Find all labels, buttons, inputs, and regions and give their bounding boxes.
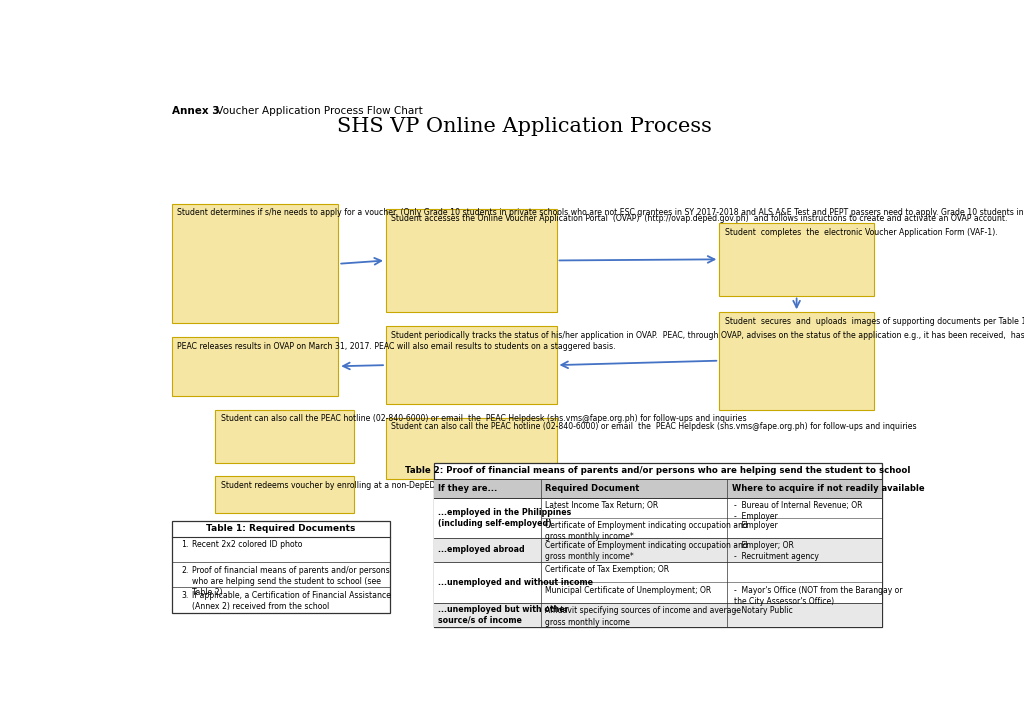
Text: Student can also call the PEAC hotline (02-840-6000) or email  the  PEAC Helpdes: Student can also call the PEAC hotline (…: [391, 422, 918, 432]
Text: Required Document: Required Document: [546, 484, 640, 493]
Text: 3.: 3.: [181, 591, 188, 600]
Text: ...unemployed and without income: ...unemployed and without income: [438, 578, 593, 587]
Text: Student periodically tracks the status of his/her application in OVAP.  PEAC, th: Student periodically tracks the status o…: [391, 330, 1024, 351]
Text: ...unemployed but with other
source/s of income: ...unemployed but with other source/s of…: [438, 605, 568, 625]
Text: Proof of financial means of parents and/or persons
who are helping send the stud: Proof of financial means of parents and/…: [193, 566, 390, 597]
Bar: [433, 479, 882, 497]
Text: Annex 3: Annex 3: [172, 106, 219, 116]
Bar: [719, 223, 873, 296]
Text: -  Mayor's Office (NOT from the Barangay or
the City Assessor's Office): - Mayor's Office (NOT from the Barangay …: [733, 586, 902, 606]
Bar: [386, 209, 557, 312]
Bar: [172, 337, 338, 395]
Bar: [386, 326, 557, 404]
Text: Municipal Certificate of Unemployment; OR: Municipal Certificate of Unemployment; O…: [546, 586, 712, 595]
Bar: [386, 418, 557, 479]
Text: Certificate of Tax Exemption; OR: Certificate of Tax Exemption; OR: [546, 565, 670, 574]
Text: Latest Income Tax Return; OR: Latest Income Tax Return; OR: [546, 501, 658, 510]
Bar: [215, 410, 354, 463]
Text: 1.: 1.: [181, 541, 188, 549]
Text: 2.: 2.: [181, 566, 188, 575]
Bar: [172, 521, 390, 613]
Text: Voucher Application Process Flow Chart: Voucher Application Process Flow Chart: [213, 106, 423, 116]
Text: -  Employer: - Employer: [733, 521, 777, 530]
Text: PEAC releases results in OVAP on March 31, 2017. PEAC will also email results to: PEAC releases results in OVAP on March 3…: [177, 342, 615, 351]
Text: -  Notary Public: - Notary Public: [733, 607, 793, 615]
Text: Affidavit specifying sources of income and average
gross monthly income: Affidavit specifying sources of income a…: [546, 607, 741, 627]
Bar: [433, 603, 882, 627]
Bar: [719, 312, 873, 410]
Bar: [433, 562, 882, 603]
Text: If applicable, a Certification of Financial Assistance
(Annex 2) received from t: If applicable, a Certification of Financ…: [193, 591, 391, 612]
Bar: [215, 476, 354, 513]
Text: ...employed in the Philippines
(including self-employed): ...employed in the Philippines (includin…: [438, 508, 571, 528]
Text: Table 1: Required Documents: Table 1: Required Documents: [206, 524, 355, 534]
Text: Student  secures  and  uploads  images of supporting documents per Table 1 below: Student secures and uploads images of su…: [725, 317, 1024, 325]
Text: ...employed abroad: ...employed abroad: [438, 545, 525, 555]
Text: Recent 2x2 colored ID photo: Recent 2x2 colored ID photo: [193, 541, 303, 549]
Text: -  Employer; OR
-  Recruitment agency: - Employer; OR - Recruitment agency: [733, 542, 818, 561]
Text: Where to acquire if not readily available: Where to acquire if not readily availabl…: [732, 484, 925, 493]
Bar: [433, 538, 882, 562]
Text: Student accesses the Online Voucher Application Portal  (OVAP)  (http://ovap.dep: Student accesses the Online Voucher Appl…: [391, 214, 1008, 223]
Text: -  Bureau of Internal Revenue; OR
-  Employer: - Bureau of Internal Revenue; OR - Emplo…: [733, 501, 862, 521]
Text: Certificate of Employment indicating occupation and
gross monthly income*: Certificate of Employment indicating occ…: [546, 542, 749, 561]
Text: Certificate of Employment indicating occupation and
gross monthly income*: Certificate of Employment indicating occ…: [546, 521, 749, 542]
Bar: [433, 463, 882, 627]
Text: Student redeems voucher by enrolling at a non-DepED SHS.: Student redeems voucher by enrolling at …: [221, 481, 456, 490]
Text: If they are...: If they are...: [438, 484, 498, 493]
Text: Student  completes  the  electronic Voucher Application Form (VAF-1).: Student completes the electronic Voucher…: [725, 228, 997, 236]
Text: Student determines if s/he needs to apply for a voucher. (Only Grade 10 students: Student determines if s/he needs to appl…: [177, 208, 1024, 217]
Text: Student can also call the PEAC hotline (02-840-6000) or email  the  PEAC Helpdes: Student can also call the PEAC hotline (…: [221, 414, 746, 423]
Bar: [433, 497, 882, 538]
Text: Table 2: Proof of financial means of parents and/or persons who are helping send: Table 2: Proof of financial means of par…: [406, 466, 910, 476]
Bar: [172, 204, 338, 323]
Text: SHS VP Online Application Process: SHS VP Online Application Process: [337, 117, 713, 137]
